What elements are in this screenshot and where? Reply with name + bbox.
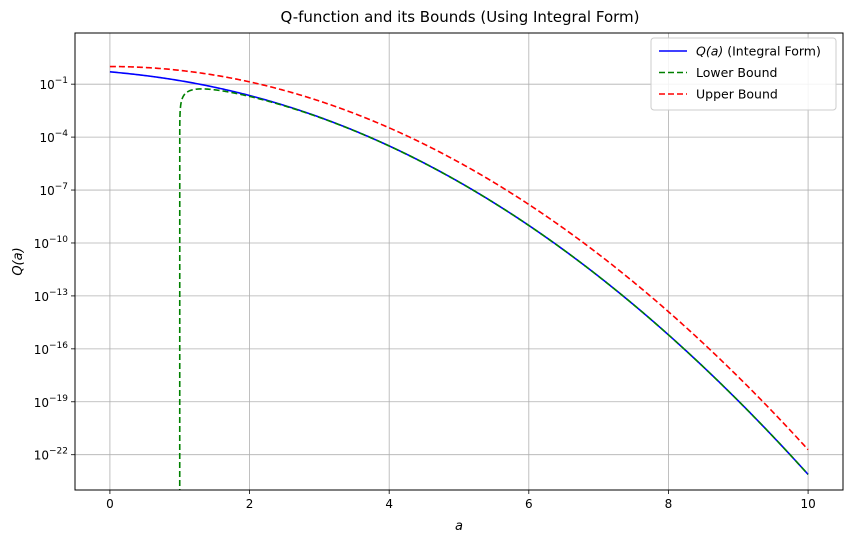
chart-title: Q-function and its Bounds (Using Integra… (281, 8, 640, 26)
x-axis: 0 2 4 6 8 10 (106, 490, 816, 511)
series-layer (109, 65, 809, 490)
plot-frame (74, 32, 844, 491)
y-axis: 10−22 10−19 10−16 10−13 10−10 10−7 10−4 10−1 (34, 76, 75, 463)
y-tick-label: 10−16 (34, 341, 69, 357)
series-line-2 (109, 65, 809, 451)
y-tick-label: 10−4 (39, 129, 68, 145)
y-tick-label: 10−22 (34, 447, 68, 463)
x-tick-label: 8 (665, 497, 673, 511)
y-tick-label: 10−13 (34, 288, 68, 304)
series-line-0 (109, 71, 809, 475)
y-tick-label: 10−10 (34, 235, 69, 251)
x-tick-label: 10 (800, 497, 815, 511)
legend: Q(a) (Integral Form) Lower Bound Upper Bou… (650, 37, 837, 111)
x-tick-label: 6 (525, 497, 533, 511)
legend-label-0: Q(a) (Integral Form) (696, 44, 821, 59)
y-tick-label: 10−1 (39, 76, 68, 92)
legend-box (650, 37, 837, 111)
y-tick-label: 10−19 (34, 394, 69, 410)
x-tick-label: 4 (385, 497, 393, 511)
x-tick-label: 2 (246, 497, 254, 511)
y-tick-label: 10−7 (39, 182, 68, 198)
x-tick-label: 0 (106, 497, 114, 511)
x-axis-label: a (455, 519, 463, 534)
legend-label-1: Lower Bound (696, 65, 777, 80)
series-line-1 (178, 88, 809, 490)
y-axis-label: Q(a) (11, 247, 26, 275)
legend-label-2: Upper Bound (696, 87, 778, 102)
